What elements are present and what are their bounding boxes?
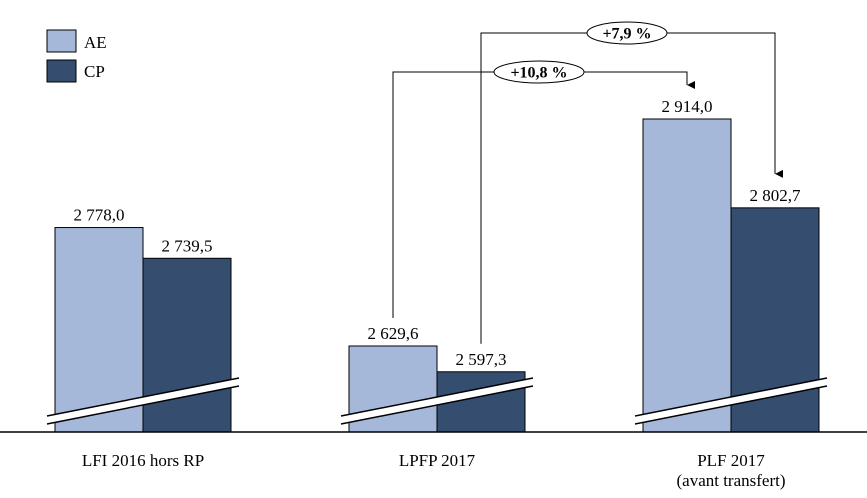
growth-label-1: +7,9 % [602,26,651,43]
legend-label-ae: AE [84,33,107,52]
growth-oval-1 [586,21,668,45]
data-label-ae-0: 2 778,0 [74,206,125,225]
data-label-cp-1: 2 597,3 [456,350,507,369]
data-label-cp-0: 2 739,5 [162,236,213,255]
data-label-ae-1: 2 629,6 [368,324,419,343]
x-axis-labels: LFI 2016 hors RP LPFP 2017 PLF 2017(avant … [82,451,786,490]
axis-break-line-top-1 [340,377,534,417]
axis-break-line-top-2 [634,377,828,417]
axis-break-line-top-0 [46,377,240,417]
axis-break-band-1 [341,378,533,424]
bar-ae-2 [642,118,732,433]
axis-break-band-2 [635,378,827,424]
x-tick-label-2-0: PLF 2017 [697,451,765,470]
legend: AE CP [46,29,107,83]
bar-ae-0 [54,227,144,433]
axis-break-line-bottom-2 [634,385,828,425]
data-label-ae-2: 2 914,0 [662,97,713,116]
bars: 2 778,0 2 739,5 2 629,6 2 597,3 2 914,0 2 802… [54,97,820,433]
axis-break-line-bottom-1 [340,385,534,425]
growth-label-0: +10,8 % [510,65,567,82]
x-tick-label-0-0: LFI 2016 hors RP [82,451,204,470]
legend-swatch-ae [46,29,77,53]
bar-cp-0 [142,257,232,433]
axis-break-line-bottom-0 [46,385,240,425]
growth-oval-0 [493,60,585,84]
annotations: +10,8 % +7,9 % [392,21,783,344]
legend-label-cp: CP [84,62,105,81]
legend-swatch-cp [46,59,77,83]
axis-break-band-0 [47,378,239,424]
axis-breaks [46,377,828,425]
data-label-cp-2: 2 802,7 [750,186,802,205]
x-tick-label-2-1: (avant transfert) [676,471,785,490]
x-tick-label-1-0: LPFP 2017 [399,451,476,470]
